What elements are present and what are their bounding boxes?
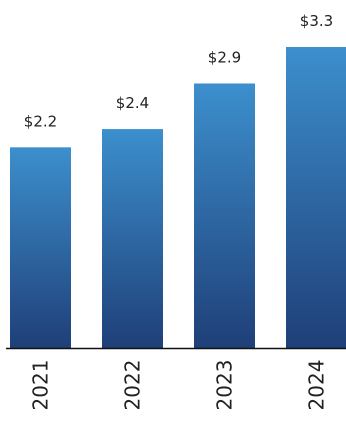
bar-2023	[194, 83, 255, 348]
value-label-2022: $2.4	[116, 94, 149, 112]
x-tick-label-2021: 2021	[29, 360, 53, 411]
value-label-2024: $3.3	[300, 12, 333, 30]
value-labels-group: $2.2 $2.4 $2.9 $3.3	[24, 12, 333, 130]
value-label-2023: $2.9	[208, 48, 241, 66]
x-tick-label-2023: 2023	[213, 360, 237, 411]
x-tick-label-2022: 2022	[121, 360, 145, 411]
value-label-2021: $2.2	[24, 112, 57, 130]
x-tick-label-2024: 2024	[305, 360, 329, 411]
bar-2024	[286, 47, 346, 348]
bar-2022	[102, 129, 163, 348]
bar-2021	[10, 147, 71, 348]
x-tick-labels-group: 2021 2022 2023 2024	[29, 360, 329, 411]
bars-group	[10, 47, 346, 348]
